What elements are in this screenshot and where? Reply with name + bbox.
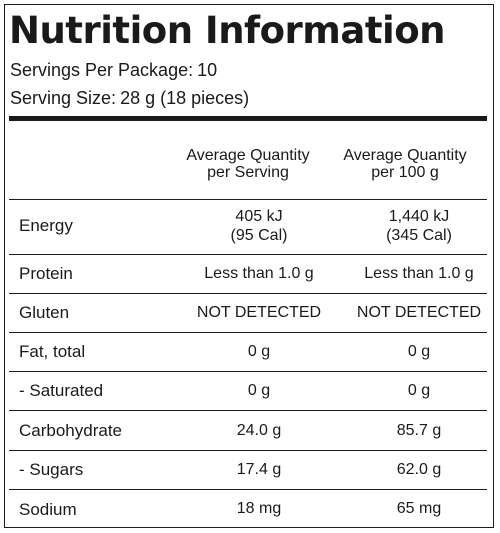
serving-size: Serving Size: 28 g (18 pieces) [10,86,249,110]
servings-per-package-value: 10 [197,60,218,80]
row-label: - Sugars [19,460,84,479]
column-header-line: per 100 g [371,164,439,181]
row-label: Gluten [19,303,70,322]
table-row: Carbohydrate 24.0 g 85.7 g [9,410,487,451]
serving-size-value: 28 g (18 pieces) [120,88,250,108]
value-per-serving: 0 g [247,382,271,399]
row-label: Fat, total [19,342,86,361]
value-line: 1,440 kJ [388,208,450,225]
column-header-per-serving: Average Quantity per Serving [168,147,328,181]
servings-per-package: Servings Per Package: 10 [10,58,217,82]
value-per-serving: NOT DETECTED [196,304,322,321]
value-per-100g: 0 g [407,343,431,360]
row-label: Carbohydrate [19,421,123,440]
table-row: - Saturated 0 g 0 g [9,371,487,411]
column-header-line: Average Quantity [343,147,467,164]
value-per-100g: 85.7 g [396,422,442,439]
value-per-serving: 18 mg [236,500,282,517]
row-label: Protein [19,264,73,283]
table-row: Sodium 18 mg 65 mg [9,489,487,526]
nutrition-panel [4,4,494,528]
value-line: (95 Cal) [230,227,288,244]
column-header-line: Average Quantity [186,147,310,164]
value-per-100g: 0 g [407,382,431,399]
value-line: 405 kJ [235,208,283,225]
value-per-serving: Less than 1.0 g [204,265,314,282]
value-per-100g: 65 mg [396,500,442,517]
value-per-100g: NOT DETECTED [356,304,482,321]
value-per-100g: 62.0 g [396,461,442,478]
value-per-serving: 405 kJ (95 Cal) [179,207,339,245]
serving-size-label: Serving Size: [10,88,117,108]
page-title: Nutrition Information [9,9,445,52]
header-divider [9,116,487,121]
value-per-serving: 0 g [247,343,271,360]
table-row: Fat, total 0 g 0 g [9,332,487,372]
column-header-per-100g: Average Quantity per 100 g [325,147,485,181]
value-per-100g: 1,440 kJ (345 Cal) [339,207,499,245]
table-row: Protein Less than 1.0 g Less than 1.0 g [9,254,487,294]
servings-per-package-label: Servings Per Package: [10,60,194,80]
value-per-100g: Less than 1.0 g [364,265,474,282]
value-per-serving: 24.0 g [236,422,282,439]
row-label: Sodium [19,500,77,519]
row-label: - Saturated [19,381,104,400]
table-row: Gluten NOT DETECTED NOT DETECTED [9,293,487,333]
row-label: Energy [19,216,73,235]
value-line: (345 Cal) [386,227,452,244]
table-row: - Sugars 17.4 g 62.0 g [9,450,487,490]
column-header-line: per Serving [207,164,289,181]
value-per-serving: 17.4 g [236,461,282,478]
table-row: Energy 405 kJ (95 Cal) 1,440 kJ (345 Cal… [9,199,487,255]
